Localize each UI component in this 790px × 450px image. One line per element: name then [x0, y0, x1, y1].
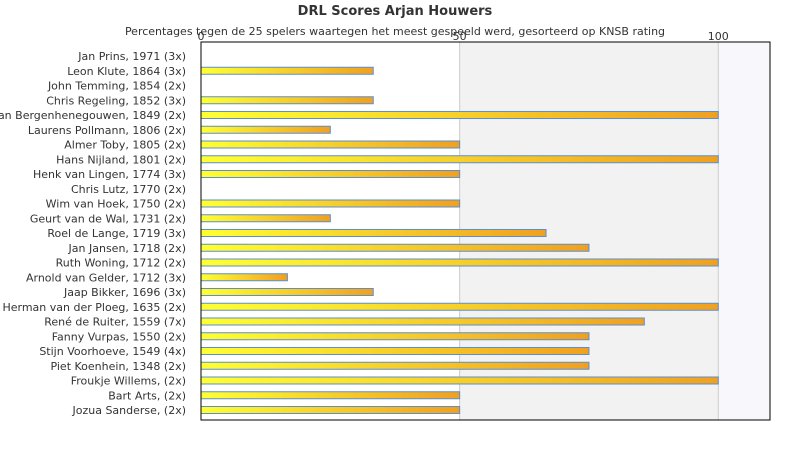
bar	[200, 406, 461, 414]
bar	[200, 96, 374, 105]
bar	[200, 170, 461, 178]
bar	[200, 243, 590, 252]
bar	[200, 317, 645, 326]
background-bands	[201, 42, 770, 420]
x-tick-label: 0	[198, 30, 205, 43]
x-axis-ticks: 0 50 100	[198, 30, 729, 43]
bar	[200, 214, 331, 223]
category-label: Henk van Lingen, 1774 (3x)	[33, 168, 186, 181]
bar	[200, 229, 547, 237]
category-label: Chris Regeling, 1852 (3x)	[46, 94, 186, 107]
bar	[200, 199, 461, 208]
category-label: John Temming, 1854 (2x)	[47, 80, 186, 93]
bar	[200, 376, 719, 385]
category-label: Herman van der Ploeg, 1635 (2x)	[2, 301, 186, 314]
category-label: Laurens Pollmann, 1806 (2x)	[28, 124, 186, 137]
category-label: Hans Nijland, 1801 (2x)	[56, 153, 186, 166]
category-label: Martin van Bergenhenegouwen, 1849 (2x)	[0, 109, 186, 122]
x-tick-label: 50	[453, 30, 467, 43]
bar	[200, 125, 331, 134]
category-label: Roel de Lange, 1719 (3x)	[47, 227, 186, 240]
category-label: Jozua Sanderse, (2x)	[71, 404, 186, 417]
bar	[200, 258, 719, 267]
category-label: Almer Toby, 1805 (2x)	[64, 139, 186, 152]
category-label: Jaap Bikker, 1696 (3x)	[63, 286, 186, 299]
category-label: Leon Klute, 1864 (3x)	[67, 65, 186, 78]
category-label: René de Ruiter, 1559 (7x)	[44, 316, 186, 329]
category-label: Chris Lutz, 1770 (2x)	[71, 183, 186, 196]
category-label: Jan Prins, 1971 (3x)	[77, 50, 186, 63]
bar	[200, 155, 719, 164]
plot-frame	[200, 41, 771, 421]
category-label: Fanny Vurpas, 1550 (2x)	[52, 330, 186, 343]
category-label: Geurt van de Wal, 1731 (2x)	[30, 212, 186, 225]
bar	[200, 111, 719, 119]
background-band	[718, 42, 770, 420]
bar	[200, 273, 288, 282]
bar	[200, 361, 590, 370]
category-label: Arnold van Gelder, 1712 (3x)	[26, 271, 186, 284]
category-label: Stijn Voorhoeve, 1549 (4x)	[39, 345, 186, 358]
category-label: Bart Arts, (2x)	[108, 389, 186, 402]
chart-subtitle: Percentages tegen de 25 spelers waartege…	[124, 25, 666, 38]
bar	[200, 288, 374, 296]
category-label: Piet Koenhein, 1348 (2x)	[50, 360, 186, 373]
bar	[200, 391, 461, 400]
x-tick-label: 100	[708, 30, 729, 43]
category-labels: Jan Prins, 1971 (3x) Leon Klute, 1864 (3x…	[0, 50, 186, 417]
bar	[200, 66, 374, 75]
category-label: Wim van Hoek, 1750 (2x)	[46, 198, 186, 211]
category-label: Jan Jansen, 1718 (2x)	[68, 242, 186, 255]
category-label: Ruth Woning, 1712 (2x)	[56, 257, 186, 270]
chart-title: DRL Scores Arjan Houwers	[297, 4, 493, 19]
category-label: Froukje Willems, (2x)	[71, 375, 186, 388]
bar	[200, 302, 719, 311]
bar	[200, 332, 590, 341]
bar	[200, 140, 461, 149]
bar	[200, 347, 590, 355]
bars	[200, 66, 719, 414]
